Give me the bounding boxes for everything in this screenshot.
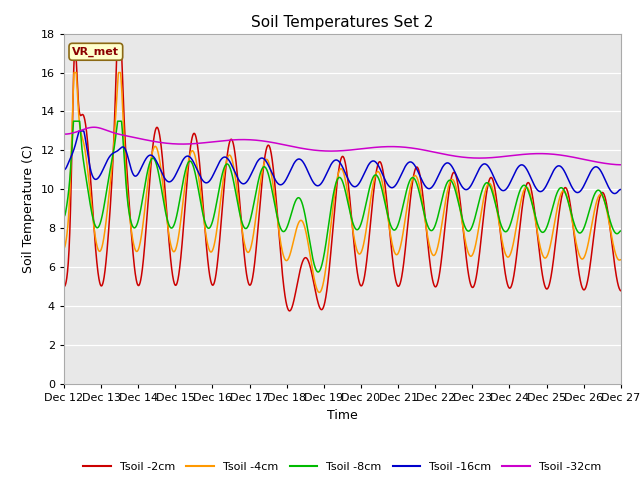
Tsoil -8cm [617, 228, 625, 234]
Tsoil -2cm [547, 278, 554, 284]
Tsoil -32cm [124, 133, 132, 139]
Tsoil -4cm [274, 219, 282, 225]
Tsoil -8cm [298, 200, 306, 205]
Tsoil -32cm [157, 140, 164, 145]
Tsoil -16cm [124, 153, 132, 159]
Tsoil -2cm [606, 227, 614, 232]
Tsoil -8cm [124, 199, 132, 205]
Tsoil -4cm [316, 289, 323, 295]
Tsoil -4cm [157, 165, 164, 170]
Tsoil -16cm [157, 168, 164, 173]
Tsoil -16cm [274, 180, 282, 186]
Tsoil -4cm [617, 257, 625, 263]
Tsoil -32cm [60, 132, 68, 137]
Text: VR_met: VR_met [72, 47, 119, 57]
Line: Tsoil -16cm: Tsoil -16cm [64, 131, 621, 193]
Tsoil -16cm [546, 175, 554, 180]
Tsoil -8cm [70, 119, 77, 124]
X-axis label: Time: Time [327, 408, 358, 421]
Line: Tsoil -32cm: Tsoil -32cm [64, 127, 621, 165]
Tsoil -2cm [274, 216, 282, 221]
Tsoil -32cm [546, 151, 554, 157]
Tsoil -8cm [547, 214, 554, 219]
Tsoil -8cm [157, 182, 164, 188]
Tsoil -32cm [617, 162, 625, 168]
Tsoil -8cm [314, 269, 322, 275]
Tsoil -32cm [298, 145, 306, 151]
Tsoil -8cm [60, 214, 68, 219]
Tsoil -16cm [76, 128, 83, 134]
Tsoil -4cm [70, 70, 78, 75]
Tsoil -8cm [606, 218, 614, 224]
Tsoil -4cm [124, 194, 132, 200]
Line: Tsoil -8cm: Tsoil -8cm [64, 121, 621, 272]
Tsoil -4cm [606, 226, 614, 231]
Tsoil -32cm [90, 124, 98, 130]
Tsoil -2cm [124, 179, 132, 185]
Tsoil -16cm [606, 187, 614, 192]
Line: Tsoil -4cm: Tsoil -4cm [64, 72, 621, 292]
Tsoil -32cm [274, 141, 282, 146]
Tsoil -2cm [285, 308, 293, 314]
Legend: Tsoil -2cm, Tsoil -4cm, Tsoil -8cm, Tsoil -16cm, Tsoil -32cm: Tsoil -2cm, Tsoil -4cm, Tsoil -8cm, Tsoi… [79, 457, 606, 477]
Tsoil -8cm [274, 216, 282, 222]
Tsoil -2cm [71, 50, 79, 56]
Tsoil -2cm [157, 140, 164, 145]
Tsoil -16cm [298, 157, 306, 163]
Tsoil -4cm [60, 245, 68, 251]
Tsoil -4cm [298, 218, 306, 224]
Tsoil -2cm [617, 288, 625, 294]
Tsoil -2cm [60, 284, 68, 289]
Tsoil -4cm [547, 243, 554, 249]
Title: Soil Temperatures Set 2: Soil Temperatures Set 2 [252, 15, 433, 30]
Tsoil -32cm [606, 161, 614, 167]
Tsoil -16cm [617, 187, 625, 192]
Tsoil -2cm [298, 260, 306, 266]
Y-axis label: Soil Temperature (C): Soil Temperature (C) [22, 144, 35, 273]
Tsoil -16cm [611, 191, 618, 196]
Line: Tsoil -2cm: Tsoil -2cm [64, 53, 621, 311]
Tsoil -16cm [60, 167, 68, 173]
